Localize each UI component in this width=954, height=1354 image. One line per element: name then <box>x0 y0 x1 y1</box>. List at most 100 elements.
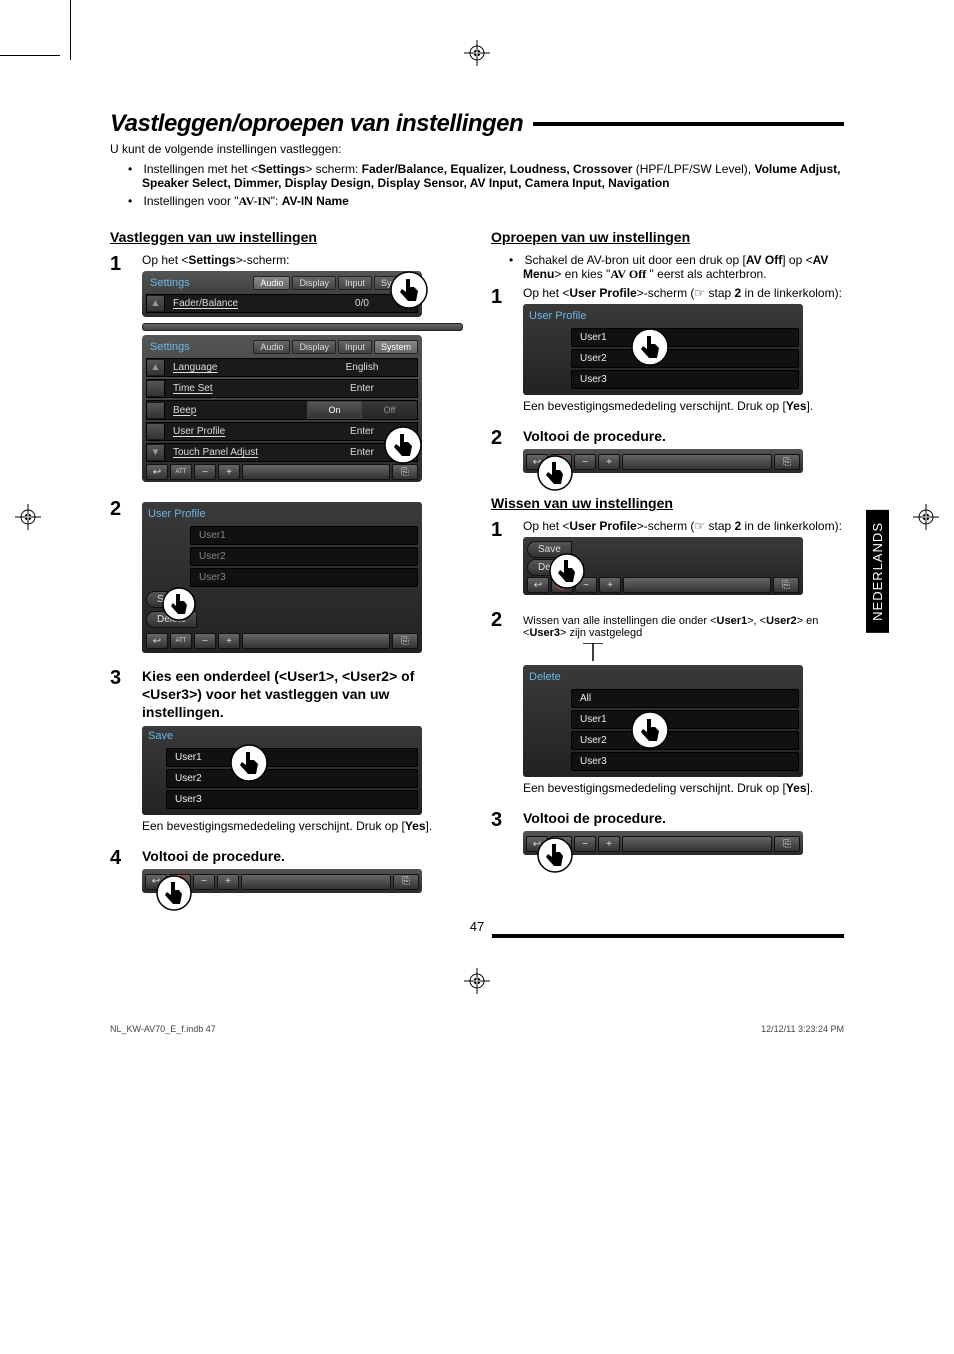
plus-button[interactable]: + <box>599 577 621 593</box>
load-bullets: Schakel de AV-bron uit door een druk op … <box>491 253 844 282</box>
confirm-text: Een bevestigingsmededeling verschijnt. D… <box>523 399 844 413</box>
profile-item[interactable]: User2 <box>166 769 418 788</box>
plus-button[interactable]: + <box>598 836 620 852</box>
plus-button[interactable]: + <box>218 464 240 480</box>
right-column: Oproepen van uw instellingen Schakel de … <box>491 221 844 907</box>
row-label[interactable]: Fader/Balance <box>165 295 307 312</box>
att-button[interactable]: ATT <box>170 464 192 480</box>
toolbar-strip: ↩ 🔇 − + ⎘ <box>523 831 803 855</box>
profile-item[interactable]: User1 <box>190 526 418 545</box>
settings-panel-audio: Settings Audio Display Input System ▲ Fa… <box>142 271 422 317</box>
spacer-button <box>622 836 772 852</box>
row-label[interactable]: Time Set <box>165 380 307 397</box>
profile-item[interactable]: User2 <box>571 731 799 750</box>
intro-bullets: Instellingen met het <Settings> scherm: … <box>110 162 844 209</box>
tab-display[interactable]: Display <box>292 276 336 290</box>
step-text: Voltooi de procedure. <box>523 427 844 445</box>
row-label[interactable]: Beep <box>165 402 307 419</box>
plus-button[interactable]: + <box>598 454 620 470</box>
minus-button[interactable]: − <box>194 464 216 480</box>
spacer <box>147 403 165 418</box>
exit-button[interactable]: ⎘ <box>774 454 800 470</box>
step-number: 4 <box>110 847 130 870</box>
step-number: 3 <box>491 809 511 832</box>
callout: Wissen van alle instellingen die onder <… <box>523 615 844 661</box>
profile-item-all[interactable]: All <box>571 689 799 708</box>
subheading-save: Vastleggen van uw instellingen <box>110 229 463 245</box>
tab-audio[interactable]: Audio <box>253 340 290 354</box>
plus-button[interactable]: + <box>217 874 239 890</box>
callout-text: Wissen van alle instellingen die onder <… <box>523 615 844 639</box>
row-label[interactable]: Touch Panel Adjust <box>165 444 307 461</box>
exit-button[interactable]: ⎘ <box>392 633 418 649</box>
step-number: 1 <box>110 253 130 276</box>
tab-display[interactable]: Display <box>292 340 336 354</box>
step-number: 3 <box>110 667 130 690</box>
panel-title: Delete <box>527 669 799 687</box>
scroll-up-icon[interactable]: ▲ <box>147 296 165 311</box>
scroll-indicator <box>142 323 463 331</box>
back-button[interactable]: ↩ <box>146 464 168 480</box>
tab-input[interactable]: Input <box>338 340 372 354</box>
scroll-up-icon[interactable]: ▲ <box>147 360 165 375</box>
pointer-hand-icon <box>535 835 575 875</box>
spacer-button <box>242 464 390 480</box>
exit-button[interactable]: ⎘ <box>773 577 799 593</box>
pointer-hand-icon <box>535 453 575 493</box>
exit-button[interactable]: ⎘ <box>774 836 800 852</box>
subheading-delete: Wissen van uw instellingen <box>491 495 844 511</box>
profile-item[interactable]: User2 <box>190 547 418 566</box>
spacer <box>147 381 165 396</box>
footer-filename: NL_KW-AV70_E_f.indb 47 <box>110 1024 216 1034</box>
profile-item[interactable]: User2 <box>571 349 799 368</box>
beep-off[interactable]: Off <box>362 401 417 419</box>
back-button[interactable]: ↩ <box>146 633 168 649</box>
minus-button[interactable]: − <box>574 454 596 470</box>
tab-input[interactable]: Input <box>338 276 372 290</box>
list-item: Instellingen met het <Settings> scherm: … <box>114 162 844 190</box>
profile-item[interactable]: User1 <box>571 328 799 347</box>
exit-button[interactable]: ⎘ <box>393 874 419 890</box>
intro-text: U kunt de volgende instellingen vastlegg… <box>110 142 844 156</box>
step-number: 1 <box>491 519 511 542</box>
profile-item[interactable]: User1 <box>166 748 418 767</box>
profile-item[interactable]: User1 <box>571 710 799 729</box>
beep-on[interactable]: On <box>307 401 362 419</box>
page-title-text: Vastleggen/oproepen van instellingen <box>110 110 523 138</box>
pointer-hand-icon <box>154 873 194 913</box>
profile-item[interactable]: User3 <box>571 752 799 771</box>
spacer <box>147 424 165 439</box>
profile-item[interactable]: User3 <box>571 370 799 389</box>
att-button[interactable]: ATT <box>170 633 192 649</box>
minus-button[interactable]: − <box>193 874 215 890</box>
subheading-load: Oproepen van uw instellingen <box>491 229 844 245</box>
print-footer: NL_KW-AV70_E_f.indb 47 12/12/11 3:23:24 … <box>0 1024 954 1034</box>
profile-item[interactable]: User3 <box>166 790 418 809</box>
tab-audio[interactable]: Audio <box>253 276 290 290</box>
step-text: Op het <Settings>-scherm: <box>142 253 463 267</box>
minus-button[interactable]: − <box>574 836 596 852</box>
row-label[interactable]: Language <box>165 359 307 376</box>
toolbar-strip: ↩ 🔇 − + ⎘ <box>523 449 803 473</box>
user-profile-panel: User Profile User1 User2 User3 Save Dele… <box>142 502 422 653</box>
row-label[interactable]: User Profile <box>165 423 307 440</box>
left-column: Vastleggen van uw instellingen 1 Op het … <box>110 221 463 907</box>
step-number: 1 <box>491 286 511 309</box>
panel-title: Settings <box>146 275 251 291</box>
callout-line <box>583 643 673 661</box>
toolbar-strip: ↩ 🔇 − + ⎘ <box>142 869 422 893</box>
save-delete-panel: Save Delete ↩ 🔇 − + ⎘ <box>523 537 803 595</box>
plus-button[interactable]: + <box>218 633 240 649</box>
confirm-text: Een bevestigingsmededeling verschijnt. D… <box>523 781 844 795</box>
tab-system[interactable]: System <box>374 340 418 354</box>
back-button[interactable]: ↩ <box>527 577 549 593</box>
pointer-hand-icon <box>547 551 587 591</box>
row-value: English <box>307 359 417 376</box>
step-text: Op het <User Profile>-scherm (☞ stap 2 i… <box>523 519 844 533</box>
minus-button[interactable]: − <box>194 633 216 649</box>
scroll-down-icon[interactable]: ▼ <box>147 445 165 460</box>
pointer-hand-icon <box>629 709 671 751</box>
profile-item[interactable]: User3 <box>190 568 418 587</box>
step-text: Voltooi de procedure. <box>523 809 844 827</box>
exit-button[interactable]: ⎘ <box>392 464 418 480</box>
